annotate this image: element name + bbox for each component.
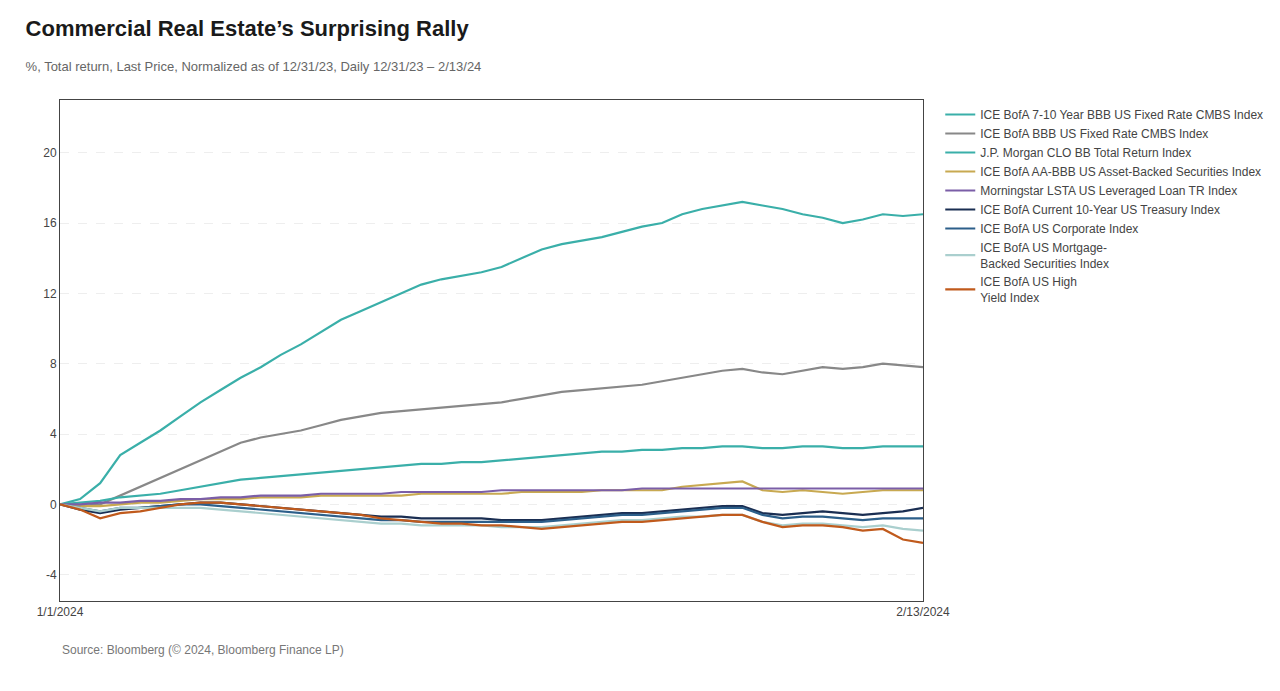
svg-text:12: 12 — [43, 287, 57, 301]
svg-text:ICE BofA US Corporate Index: ICE BofA US Corporate Index — [980, 222, 1138, 236]
svg-text:ICE BofA 7-10 Year BBB US Fixe: ICE BofA 7-10 Year BBB US Fixed Rate CMB… — [980, 108, 1263, 122]
svg-text:ICE BofA US HighYield Index: ICE BofA US HighYield Index — [980, 275, 1077, 305]
svg-text:4: 4 — [50, 427, 57, 441]
svg-text:ICE BofA Current 10-Year US Tr: ICE BofA Current 10-Year US Treasury Ind… — [980, 203, 1220, 217]
svg-text:Source: Bloomberg (© 2024, Blo: Source: Bloomberg (© 2024, Bloomberg Fin… — [62, 643, 344, 657]
svg-text:1/1/2024: 1/1/2024 — [37, 605, 84, 619]
svg-text:%, Total return, Last Price, N: %, Total return, Last Price, Normalized … — [26, 59, 482, 74]
svg-text:8: 8 — [50, 357, 57, 371]
svg-text:2/13/2024: 2/13/2024 — [896, 605, 950, 619]
svg-text:20: 20 — [43, 146, 57, 160]
svg-text:0: 0 — [50, 498, 57, 512]
svg-text:ICE BofA AA-BBB US Asset-Backe: ICE BofA AA-BBB US Asset-Backed Securiti… — [980, 165, 1261, 179]
svg-text:Commercial Real Estate’s Surpr: Commercial Real Estate’s Surprising Rall… — [26, 16, 470, 41]
svg-text:ICE BofA US Mortgage-Backed Se: ICE BofA US Mortgage-Backed Securities I… — [980, 241, 1109, 271]
svg-text:-4: -4 — [46, 568, 57, 582]
svg-text:J.P. Morgan CLO BB Total Retur: J.P. Morgan CLO BB Total Return Index — [980, 146, 1191, 160]
svg-text:Morningstar LSTA US Leveraged: Morningstar LSTA US Leveraged Loan TR In… — [980, 184, 1237, 198]
svg-text:ICE BofA BBB US Fixed Rate CMB: ICE BofA BBB US Fixed Rate CMBS Index — [980, 127, 1208, 141]
svg-text:16: 16 — [43, 216, 57, 230]
